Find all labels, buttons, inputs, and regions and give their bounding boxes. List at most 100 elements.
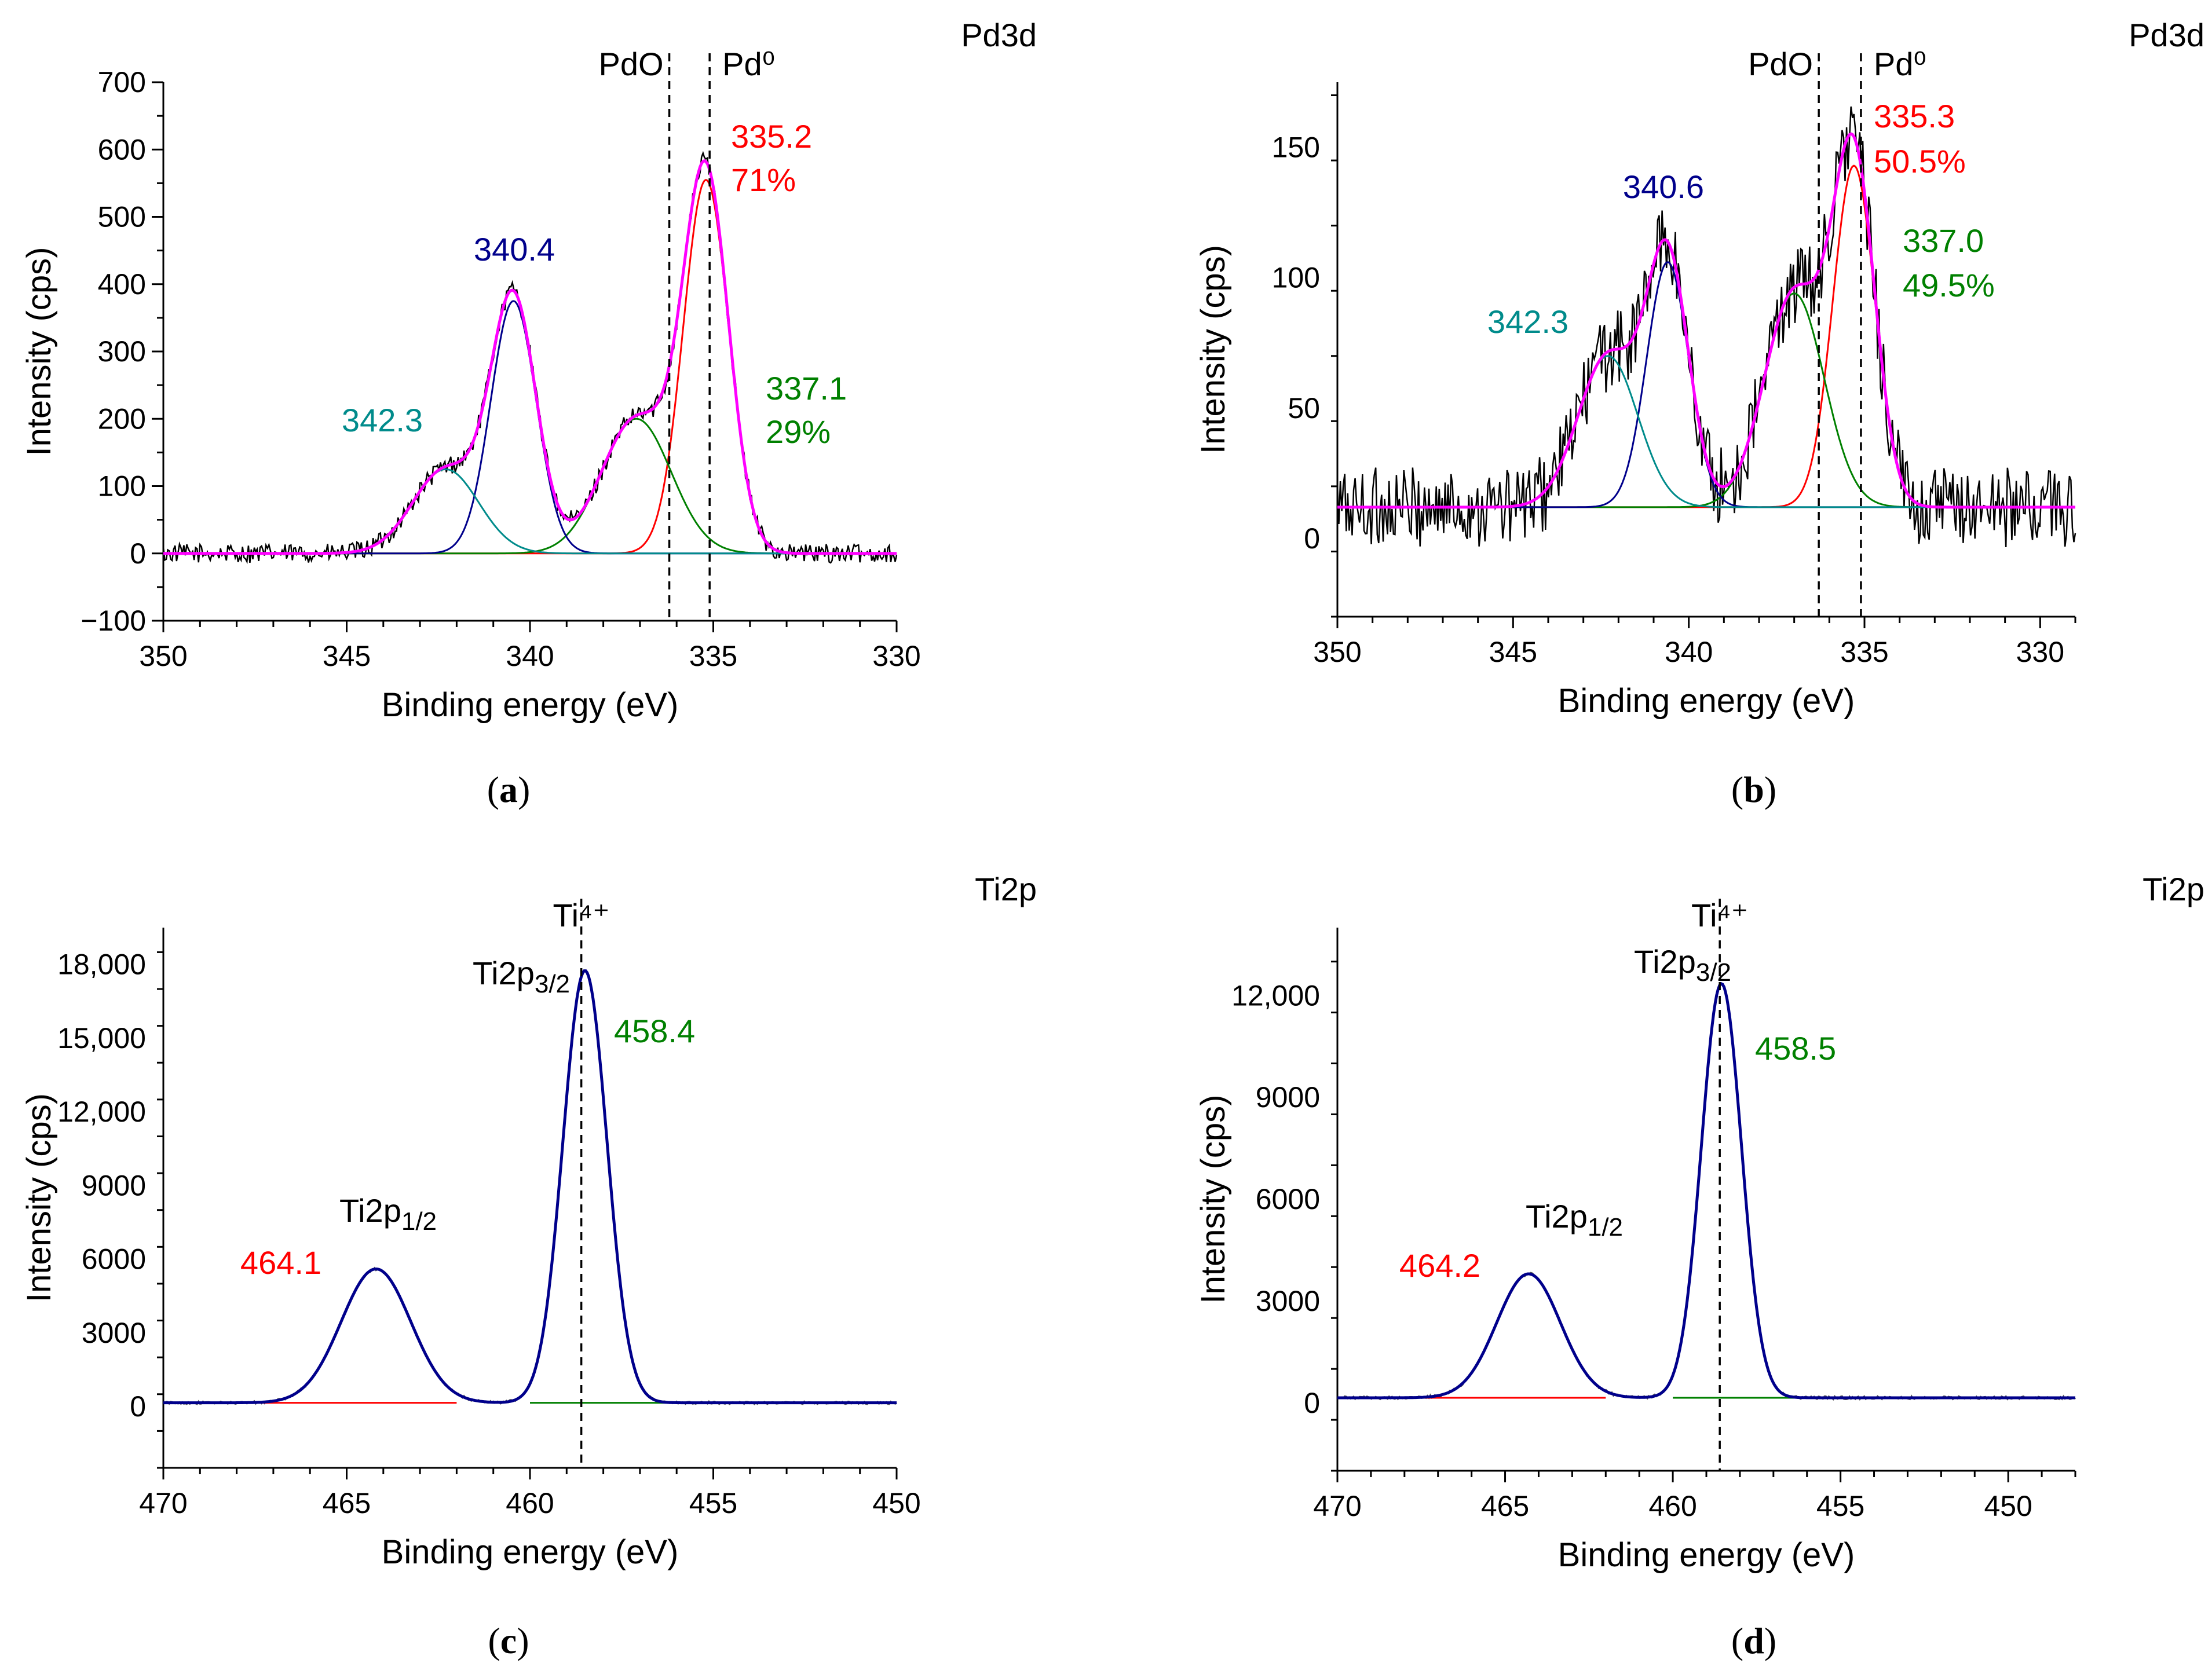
component-line-pdo [1337,292,2075,508]
chart-panel-a: 350 345 340 335 330 −100 0 100 200 300 400 500 600 70… [20,17,1037,810]
y-tick-label: 9000 [1256,1081,1320,1113]
y-tick-label: 500 [98,201,146,233]
y-tick-label: 200 [98,402,146,435]
x-axis-title: Binding energy (eV) [1558,1536,1855,1574]
panel-label: (b) [1731,769,1776,810]
x-tick-label: 345 [323,640,371,672]
peak-label: 340.6 [1623,169,1704,205]
y-axis-title: Intensity (cps) [20,1093,58,1302]
x-tick-label: 450 [872,1487,920,1519]
y-tick-label: 18,000 [57,948,146,981]
raw-spectrum-line [1337,982,2076,1401]
x-tick-label: 350 [1313,636,1361,668]
peak-label-subscript: 1/2 [1588,1213,1623,1241]
peak-label: 337.1 [766,370,847,406]
x-tick-label: 465 [323,1487,371,1519]
peak-label-subscript: 3/2 [1696,958,1731,987]
peak-label: 342.3 [1487,303,1568,340]
region-label: Pd3d [961,17,1037,53]
y-tick-label: 15,000 [57,1022,146,1054]
peak-label: 464.1 [240,1244,321,1281]
chart-panel-d: 470 465 460 455 450 0 3000 6000 9000 12,000 Bindin… [1194,871,2204,1661]
peak-label: 335.3 [1874,98,1955,134]
fit-envelope-line [163,159,897,555]
peak-label: 49.5% [1903,267,1995,303]
y-tick-label: 50 [1288,392,1320,424]
y-tick-label: 9000 [82,1169,146,1202]
panel-label: (a) [487,769,531,810]
x-axis-title: Binding energy (eV) [1558,682,1855,720]
region-label: Pd3d [2129,17,2204,53]
x-tick-label: 460 [506,1487,554,1519]
reference-label: PdO [1748,46,1813,82]
peak-label: Ti2p3/2 [473,955,570,998]
y-tick-label: 100 [98,470,146,503]
y-tick-label: 3000 [1256,1285,1320,1317]
y-tick-label: 3000 [82,1317,146,1349]
y-tick-label: 6000 [82,1243,146,1276]
y-tick-label: 0 [130,537,146,570]
peak-label: 29% [766,413,831,450]
component-line-satellite [163,468,897,555]
fit-envelope-line [1337,981,2075,1400]
peak-label: 337.0 [1903,222,1984,259]
x-tick-label: 340 [506,640,554,672]
reference-label: Ti⁴⁺ [1691,897,1748,933]
peak-label: 342.3 [342,402,423,438]
peak-label: 50.5% [1874,143,1966,180]
y-tick-label: 12,000 [1231,979,1320,1012]
x-tick-label: 335 [689,640,737,672]
reference-label: PdO [598,46,663,82]
x-tick-label: 345 [1489,636,1537,668]
peak-label: Ti2p3/2 [1634,943,1731,987]
x-axis-title: Binding energy (eV) [382,686,679,724]
peak-label: 340.4 [474,231,555,268]
y-tick-label: 300 [98,335,146,368]
x-tick-label: 455 [1816,1490,1864,1522]
reference-label: Pd⁰ [722,46,775,82]
peak-label: 335.2 [731,118,812,155]
peak-label: 458.5 [1755,1030,1836,1067]
y-tick-label: 600 [98,133,146,166]
y-axis-title: Intensity (cps) [1194,1095,1232,1304]
raw-spectrum-line [163,970,897,1405]
region-label: Ti2p [975,871,1037,907]
chart-panel-c: 470 465 460 455 450 0 3000 6000 9000 12,000 15,000… [20,871,1037,1661]
fit-envelope-line [163,969,897,1405]
y-axis-title: Intensity (cps) [20,247,58,456]
peak-label: 464.2 [1399,1247,1480,1284]
y-tick-label: 700 [98,66,146,98]
peak-label: 71% [731,162,796,198]
peak-label: Ti2p1/2 [1526,1198,1623,1241]
x-axis-title: Binding energy (eV) [382,1533,679,1571]
x-tick-label: 335 [1840,636,1888,668]
y-tick-label: 6000 [1256,1183,1320,1215]
panel-label: (c) [488,1620,529,1661]
y-axis-title: Intensity (cps) [1194,245,1232,454]
raw-spectrum-line [1336,106,2076,548]
y-tick-label: 100 [1272,262,1320,294]
x-tick-label: 330 [2016,636,2064,668]
x-tick-label: 470 [1313,1490,1361,1522]
y-tick-label: 150 [1272,131,1320,164]
peak-label: 458.4 [614,1013,695,1049]
y-tick-label: 12,000 [57,1096,146,1128]
y-tick-label: 400 [98,268,146,301]
x-tick-label: 340 [1665,636,1713,668]
x-tick-label: 330 [872,640,920,672]
y-tick-label: −100 [81,605,146,637]
chart-panel-b: 350 345 340 335 330 0 50 100 150 Binding energy (… [1194,17,2204,810]
x-tick-label: 460 [1648,1490,1697,1522]
y-tick-label: 0 [130,1390,146,1423]
reference-label: Pd⁰ [1874,46,1926,82]
x-tick-label: 455 [689,1487,737,1519]
fit-envelope-line [1337,132,2075,509]
y-tick-label: 0 [1304,1387,1320,1419]
y-tick-label: 0 [1304,522,1320,555]
x-tick-label: 465 [1481,1490,1529,1522]
panel-label: (d) [1731,1620,1776,1661]
peak-label: Ti2p1/2 [339,1192,437,1236]
x-tick-label: 350 [139,640,187,672]
x-tick-label: 470 [139,1487,187,1519]
